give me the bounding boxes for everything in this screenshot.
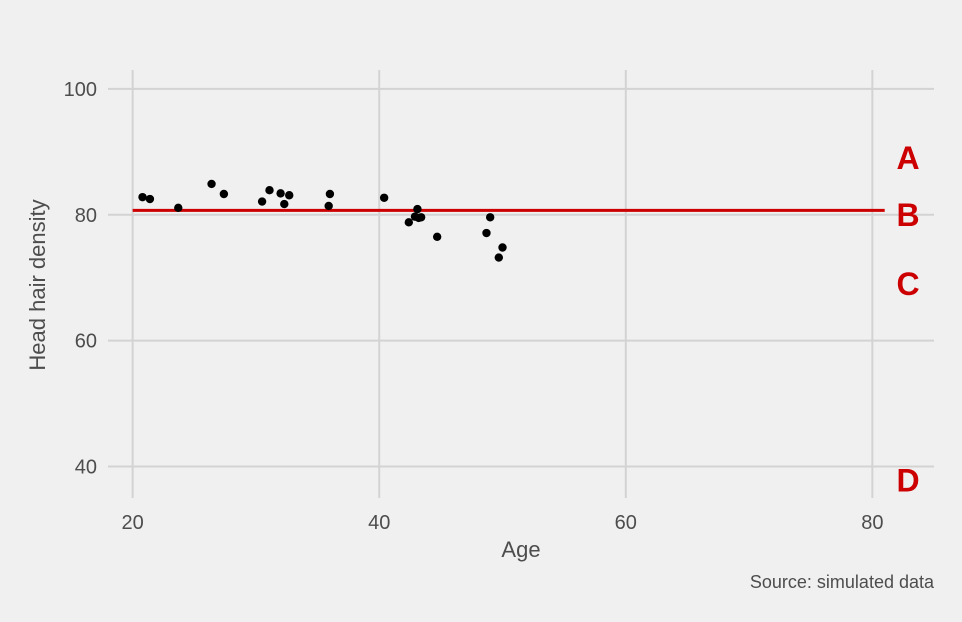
tick-labels: 20 40 60 80 40 60 80 100 [64, 79, 884, 534]
data-point [265, 186, 274, 195]
annotation-label-b: B [896, 197, 919, 233]
data-point [485, 213, 495, 222]
x-tick-label: 80 [861, 512, 883, 534]
y-tick-label: 80 [75, 205, 97, 227]
y-tick-label: 100 [64, 79, 97, 101]
data-point [404, 218, 414, 227]
y-axis-title: Head hair density [25, 199, 50, 370]
x-tick-label: 60 [615, 512, 637, 534]
annotation-label-d: D [896, 462, 919, 498]
data-point [219, 189, 229, 199]
data-point [280, 199, 289, 209]
data-point [276, 189, 285, 198]
grid-lines [108, 70, 934, 498]
data-point [324, 201, 333, 211]
data-point [285, 191, 294, 200]
y-tick-label: 60 [75, 331, 97, 353]
source-caption: Source: simulated data [750, 572, 935, 592]
data-point [498, 243, 507, 252]
x-tick-label: 20 [122, 512, 144, 534]
data-point [482, 228, 491, 238]
data-point [413, 204, 422, 214]
data-point [432, 232, 442, 241]
data-point [325, 189, 335, 199]
data-point [174, 203, 183, 213]
data-point [416, 213, 426, 222]
data-point [257, 197, 267, 206]
annotations: ABC D [896, 140, 919, 498]
annotation-label-a: A [896, 140, 919, 176]
data-points [138, 179, 507, 262]
data-point [138, 192, 147, 202]
data-point [379, 193, 389, 202]
x-axis-title: Age [501, 537, 540, 562]
data-point [145, 194, 155, 204]
x-tick-label: 40 [368, 512, 390, 534]
data-point [207, 179, 216, 189]
annotation-label-c: C [896, 266, 919, 302]
data-point [494, 253, 504, 262]
y-tick-label: 40 [75, 457, 97, 479]
